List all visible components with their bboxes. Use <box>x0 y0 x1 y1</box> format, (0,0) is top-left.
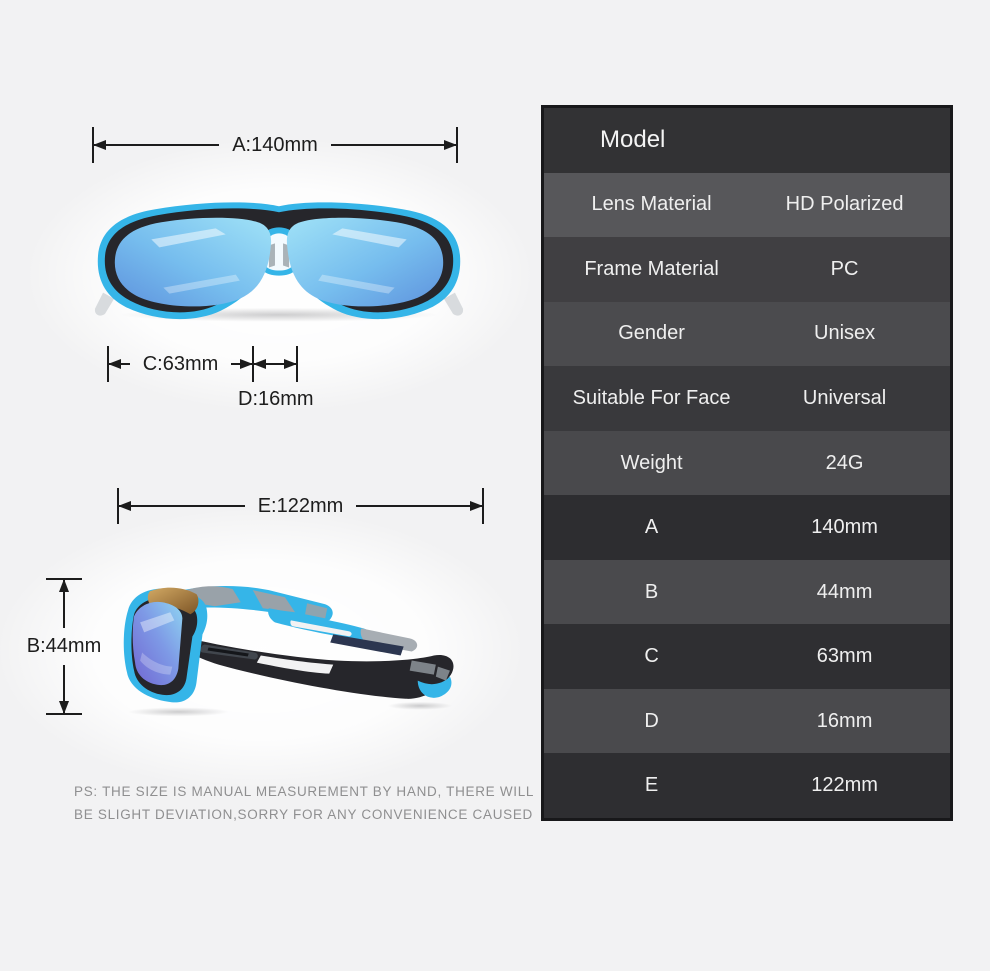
spec-label: Weight <box>620 451 683 474</box>
sunglasses-side-view <box>123 586 454 717</box>
spec-row-lens-material: Lens Material HD Polarized <box>544 172 950 238</box>
dimension-e-label: E:122mm <box>257 494 344 517</box>
spec-table-title: Model <box>600 126 666 154</box>
dimension-c-d: C:63mm <box>107 346 299 382</box>
dimension-b-label: B:44mm <box>26 635 102 657</box>
side-shadow-tip <box>387 701 452 710</box>
dimension-d-label: D:16mm <box>238 388 314 410</box>
near-lens <box>132 601 183 686</box>
upper-arm-vent-slot <box>290 620 352 637</box>
spec-label: Suitable For Face <box>572 386 731 409</box>
spec-label: B <box>644 580 659 603</box>
spec-value: 122mm <box>811 774 878 797</box>
lower-arm-vent-slot <box>256 655 334 674</box>
spec-value: 140mm <box>811 516 878 539</box>
dimension-end-bar <box>296 346 299 382</box>
spec-value: 63mm <box>816 645 873 668</box>
temple-tip-left <box>94 292 115 316</box>
sunglasses-front-view <box>94 202 464 322</box>
camo-patch <box>252 590 296 613</box>
spec-row-weight: Weight 24G <box>544 430 950 496</box>
dimension-end-bar <box>482 488 484 524</box>
spec-label: Frame Material <box>584 257 719 280</box>
dimension-end-bar <box>46 713 82 715</box>
lens-right <box>286 217 444 307</box>
dimension-arrow-right <box>356 501 483 511</box>
dimension-b: B:44mm <box>19 578 109 715</box>
dimension-e: E:122mm <box>117 488 484 524</box>
arm-gray-section <box>360 628 418 652</box>
spec-value: Unisex <box>814 322 876 345</box>
measurement-note: PS: THE SIZE IS MANUAL MEASUREMENT BY HA… <box>74 780 534 826</box>
ear-camo-mark <box>409 660 436 675</box>
dimension-c-label: C:63mm <box>142 352 219 375</box>
spec-row-a: A 140mm <box>544 495 950 560</box>
camo-patch <box>305 603 328 619</box>
spec-table-header-row: Model <box>544 108 950 173</box>
lens-left <box>114 217 272 307</box>
spec-row-frame-material: Frame Material PC <box>544 237 950 302</box>
dimension-arrow-right <box>330 140 458 150</box>
spec-value: 24G <box>825 451 864 474</box>
spec-label: Gender <box>618 322 685 345</box>
spec-row-d: D 16mm <box>544 688 950 754</box>
spec-value: 44mm <box>816 580 873 603</box>
spec-value: HD Polarized <box>785 193 904 216</box>
dimension-arrow-left <box>108 359 130 369</box>
dimension-arrow-down <box>59 665 69 714</box>
spec-row-b: B 44mm <box>544 559 950 625</box>
spec-label: D <box>644 709 659 732</box>
lens-highlight <box>140 652 173 675</box>
dimension-end-bar <box>117 488 119 524</box>
arm-metal-slot-inner <box>207 647 249 657</box>
dimension-d-arrows <box>253 359 298 369</box>
spec-label: C <box>644 645 659 668</box>
dimension-arrow-right <box>231 359 253 369</box>
dimension-arrow-left <box>118 501 245 511</box>
spec-value: PC <box>830 257 859 280</box>
spec-table: Model Lens Material HD Polarized Frame M… <box>541 105 953 821</box>
spec-label: Lens Material <box>591 193 712 216</box>
spec-value: Universal <box>802 386 887 409</box>
arm-navy-stripe <box>330 634 404 656</box>
ear-tip-blue <box>417 676 452 698</box>
spec-value: 16mm <box>816 709 873 732</box>
measurement-note-line2: BE SLIGHT DEVIATION,SORRY FOR ANY CONVEN… <box>74 807 533 822</box>
spec-row-suitable-for-face: Suitable For Face Universal <box>544 366 950 431</box>
spec-row-e: E 122mm <box>544 753 950 819</box>
dimension-end-bar <box>456 127 458 163</box>
dimension-arrow-up <box>59 579 69 628</box>
dimension-arrow-left <box>92 140 220 150</box>
dimension-end-bar <box>107 346 109 382</box>
ear-camo-mark <box>435 666 450 681</box>
measurement-note-line1: PS: THE SIZE IS MANUAL MEASUREMENT BY HA… <box>74 784 535 799</box>
spec-label: A <box>644 516 659 539</box>
side-shadow-front <box>128 707 229 717</box>
temple-tip-right <box>443 292 464 316</box>
side-view-backdrop <box>0 510 520 790</box>
dimension-a: A:140mm <box>92 127 458 163</box>
far-lens-amber <box>147 587 199 615</box>
dimension-a-label: A:140mm <box>232 133 318 156</box>
spec-label: E <box>644 774 659 797</box>
lens-highlight <box>140 612 175 633</box>
spec-row-gender: Gender Unisex <box>544 301 950 367</box>
spec-row-c: C 63mm <box>544 624 950 689</box>
